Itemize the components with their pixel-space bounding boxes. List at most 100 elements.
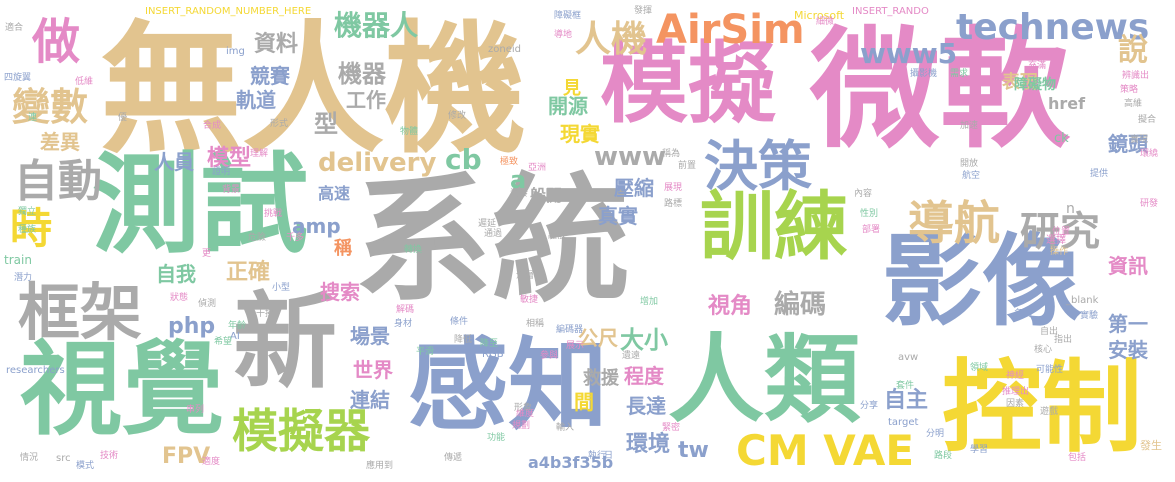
word: 競賽 [250,64,290,88]
word: 差異 [40,130,80,154]
word: 航空 [962,171,981,181]
word: 鏡頭 [1108,132,1148,156]
word: 自出 [1040,327,1059,337]
word: 發揮 [634,6,653,16]
word: 領域 [970,363,989,373]
word: 搜索 [320,280,360,304]
word: 環繞 [1140,149,1159,159]
word: 合成 [203,121,222,131]
word: _blank [1066,295,1099,306]
word: 低維 [75,77,94,87]
word: n [1066,201,1075,217]
word: delivery [318,148,437,178]
word: 公尺 [578,326,618,350]
word: 身材 [394,319,413,329]
word: Microsoft [794,9,845,22]
word: 選擇 [1046,235,1066,246]
word: 編碼 [774,290,827,320]
word: 微軟 [810,14,1071,166]
word: 機器 [338,60,386,88]
word: 形式 [270,119,289,129]
word: 真實 [598,204,638,228]
word: 可能性 [1036,365,1064,375]
word: 推理出 [1002,387,1030,397]
word: 稱為 [662,149,681,159]
word: 大小 [620,326,668,354]
word: 物體 [400,127,419,137]
word: 模擬器 [232,404,370,458]
word: 規劃 [512,421,531,431]
word: tw [678,438,709,463]
word: 人機 [575,19,648,60]
word: 離散 [548,231,567,241]
word: 系統 [354,160,631,321]
word: 攝影機 [910,69,938,79]
word: src [56,453,71,464]
word: 平滑 [416,347,435,357]
word: 情況 [20,453,39,463]
word: 自動 [14,156,102,207]
word: 資發 [510,189,529,199]
word: 內容 [854,189,873,199]
word: 說 [1118,33,1148,68]
word: 偵測 [198,299,217,309]
word: 正確 [226,260,271,285]
word: 功能 [487,433,506,443]
word: 變數 [12,85,89,129]
word: AI [230,331,240,342]
word: 連結 [350,388,390,412]
word: 研究 [1020,209,1100,255]
word: 開源 [548,94,588,118]
word: 做 [32,14,81,70]
word: 指出 [1054,335,1073,345]
word: 間 [574,390,594,414]
word: 核心 [1034,345,1053,355]
word: 視覺 [20,331,224,450]
word: www [594,142,667,172]
word: 新 [233,281,338,403]
word: 實驗 [1080,311,1099,321]
word: 包括 [1068,453,1087,463]
word: 執行 [588,451,607,461]
word: 更 [202,249,212,259]
word: 開放 [960,159,979,169]
word: 高速 [318,184,351,203]
word: 型 [314,110,338,138]
word: www5 [860,37,958,70]
word: 編碼器 [556,325,584,335]
word: 遊戲 [1040,407,1059,417]
word: 學習 [970,445,989,455]
word: 導地 [554,30,573,40]
word: 表現 [1002,72,1038,93]
word: 稱 [334,238,352,259]
word: 側 [428,239,438,249]
word: 障礙框 [554,11,582,21]
word: 適合 [5,23,24,33]
word: 工作 [346,88,386,112]
word: 框架 [18,276,143,349]
word: 神經 [1006,371,1025,381]
word: 通過 [484,229,503,239]
word: 維度 [516,409,535,419]
word: 形象 [514,403,533,413]
word: 決策 [704,135,812,198]
word: zoneid [488,44,521,55]
word: 自主 [884,388,929,413]
word: avw [898,352,919,363]
word: 軌道 [236,88,276,112]
word: ck [1054,131,1069,146]
word: 狀態 [170,293,189,303]
word: 背景 [222,185,241,195]
word: 機器人 [334,9,419,42]
word: 名為 [1014,309,1033,319]
word: 深層 [516,271,535,281]
word: 壓縮 [614,176,654,200]
word: 路段 [934,451,953,461]
word: 救援 [583,368,619,389]
word: 增加 [640,297,659,307]
word: 操作 [1050,247,1069,257]
word: RGB [482,349,504,360]
word: 資訊 [1108,254,1148,278]
word: 前置 [678,161,697,171]
